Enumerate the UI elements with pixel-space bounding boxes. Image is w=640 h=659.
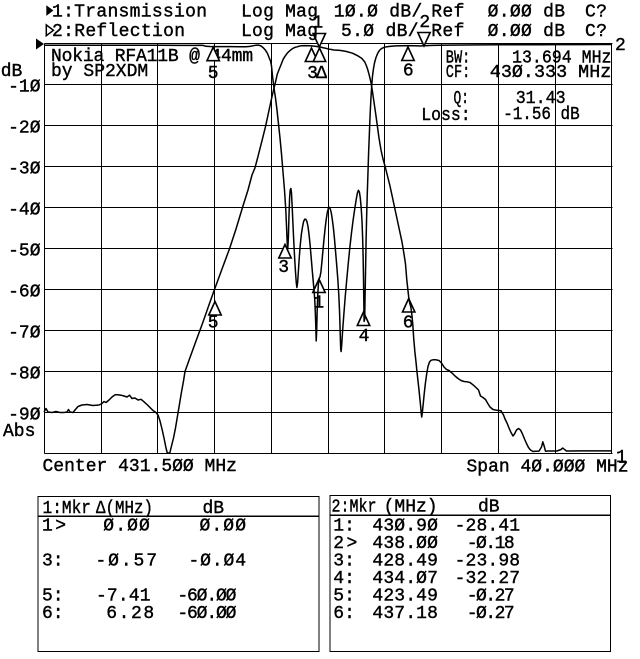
svg-text:438.ØØ: 438.ØØ [372,534,438,554]
svg-text:Span 4Ø.ØØØ MHz: Span 4Ø.ØØØ MHz [467,458,629,478]
svg-text:2:Mkr: 2:Mkr [332,498,377,518]
svg-text:4: 4 [359,327,370,347]
svg-text:1: 1 [312,14,323,34]
svg-text:6:: 6: [42,604,64,624]
svg-text:-32.27: -32.27 [455,569,520,589]
svg-text:2: 2 [615,36,626,56]
svg-text:5.Ø dB/: 5.Ø dB/ [341,22,419,42]
svg-text:5:: 5: [42,587,64,607]
svg-text:434.Ø7: 434.Ø7 [372,569,438,589]
svg-text:Nokia RFA11B @ 44mm: Nokia RFA11B @ 44mm [51,47,253,67]
svg-text:Ref: Ref [431,3,464,23]
svg-text:(MHz): (MHz) [384,498,438,518]
svg-text:Loss:: Loss: [421,106,471,126]
svg-text:6.28: 6.28 [106,604,154,624]
svg-text:6:: 6: [333,604,355,624]
svg-text:-3Ø: -3Ø [8,160,41,180]
svg-text:Log Mag: Log Mag [241,3,318,23]
svg-text:5:: 5: [333,587,355,607]
svg-text:-4Ø: -4Ø [8,201,41,221]
svg-text:437.18: 437.18 [372,604,438,624]
svg-text:Ref: Ref [431,22,464,42]
svg-text:2: 2 [419,13,430,33]
svg-text:1:Mkr: 1:Mkr [43,499,92,519]
svg-text:6: 6 [403,313,414,333]
svg-text:Ø.ØØ: Ø.ØØ [200,517,247,537]
svg-text:-7Ø: -7Ø [8,324,41,344]
svg-text:3:: 3: [333,552,355,572]
svg-text:6: 6 [403,62,414,82]
svg-text:Ø.ØØ dB: Ø.ØØ dB [488,3,566,23]
svg-text:-Ø.27: -Ø.27 [467,587,515,607]
svg-text:Abs: Abs [3,422,35,442]
svg-text:-6Ø.ØØ: -6Ø.ØØ [177,604,236,624]
svg-text:3:: 3: [42,552,64,572]
svg-text:-5Ø: -5Ø [8,242,41,262]
svg-text:-9Ø: -9Ø [8,406,41,426]
svg-text:-Ø.27: -Ø.27 [467,604,515,624]
svg-text:-Ø.18: -Ø.18 [467,534,515,554]
svg-text:31.43: 31.43 [516,89,566,109]
svg-text:3: 3 [278,258,289,278]
svg-text:Δ(MHz): Δ(MHz) [96,499,153,519]
svg-text:-23.98: -23.98 [455,552,520,572]
svg-text:Δ: Δ [316,64,327,84]
svg-text:Q:: Q: [454,89,470,109]
svg-text:-8Ø: -8Ø [8,365,41,385]
svg-text:dB: dB [203,499,225,519]
svg-text:-28.41: -28.41 [455,517,520,537]
svg-text:4:: 4: [333,569,355,589]
svg-text:Ø.ØØ: Ø.ØØ [103,517,150,537]
svg-text:Ø.ØØ dB: Ø.ØØ dB [488,22,566,42]
svg-text:Center 431.5ØØ MHz: Center 431.5ØØ MHz [43,457,237,477]
svg-text:1: 1 [616,448,627,468]
svg-text:1: 1 [313,294,324,314]
svg-text:by SP2XDM: by SP2XDM [51,62,148,82]
svg-text:dB: dB [478,498,500,518]
svg-text:428.49: 428.49 [372,552,438,572]
svg-text:423.49: 423.49 [372,587,438,607]
svg-text:13.694 MHz: 13.694 MHz [512,49,612,69]
svg-text:dB: dB [1,62,23,82]
svg-text:C?: C? [585,22,607,42]
svg-text:1:: 1: [333,517,355,537]
svg-text:-1Ø: -1Ø [8,78,41,98]
svg-text:C?: C? [585,3,607,23]
svg-text:-1.56 dB: -1.56 dB [503,105,580,125]
svg-text:-6Ø: -6Ø [8,283,41,303]
svg-text:5: 5 [208,64,219,84]
svg-text:5: 5 [208,314,219,334]
svg-text:1:Transmission: 1:Transmission [52,3,207,23]
svg-text:-Ø.57: -Ø.57 [96,552,158,572]
svg-text:2:Reflection: 2:Reflection [52,22,185,42]
svg-text:43Ø.333 MHz: 43Ø.333 MHz [490,63,612,83]
svg-text:-Ø.Ø4: -Ø.Ø4 [189,552,247,572]
svg-text:-2Ø: -2Ø [8,119,41,139]
svg-text:3: 3 [307,64,318,84]
svg-text:Log Mag: Log Mag [241,22,318,42]
svg-text:-7.41: -7.41 [96,587,151,607]
svg-text:1Ø.Ø dB/: 1Ø.Ø dB/ [334,3,423,23]
svg-text:43Ø.9Ø: 43Ø.9Ø [372,517,438,537]
svg-text:BW:: BW: [446,49,471,69]
svg-text:CF:: CF: [446,63,471,83]
svg-text:-6Ø.ØØ: -6Ø.ØØ [177,587,236,607]
